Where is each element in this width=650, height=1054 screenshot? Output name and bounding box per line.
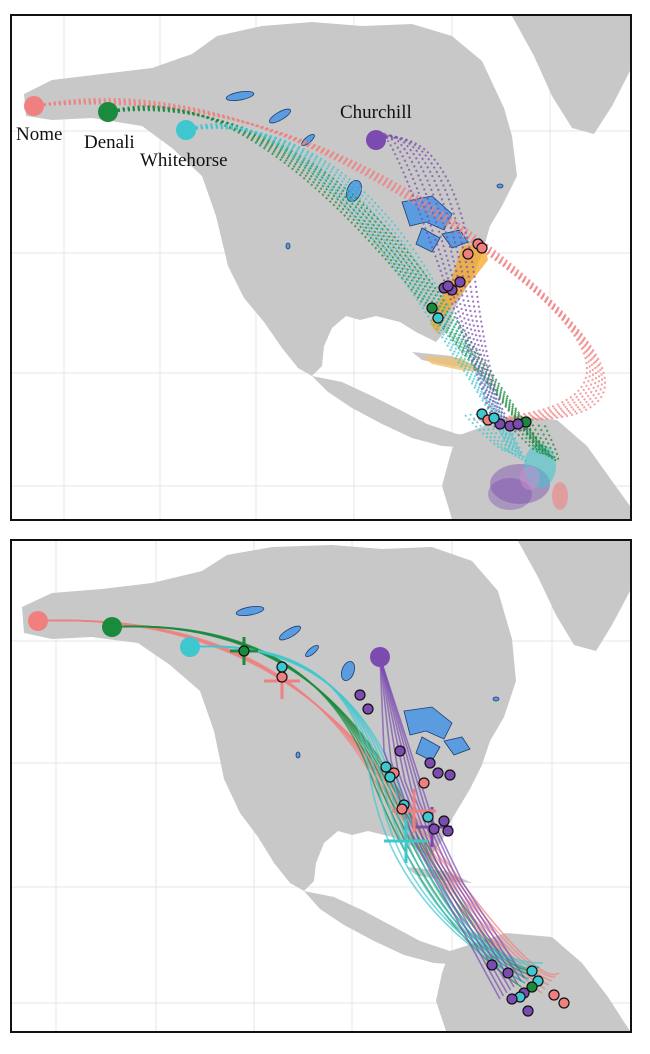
lakes	[235, 605, 500, 762]
label-churchill: Churchill	[340, 102, 412, 123]
site-denali	[98, 102, 118, 122]
track-churchill	[379, 656, 522, 982]
stopover-region	[430, 242, 488, 334]
stopover-churchill	[522, 1005, 534, 1017]
stopover-churchill	[444, 769, 456, 781]
route-nome	[33, 97, 588, 421]
stopover-points-top	[426, 238, 532, 432]
stopover-nome	[418, 777, 430, 789]
breeding-sites-top	[24, 96, 386, 150]
stopover-denali	[426, 302, 438, 314]
stopover-nome	[548, 989, 560, 1001]
label-whitehorse: Whitehorse	[140, 150, 228, 171]
stopover-churchill	[424, 757, 436, 769]
site-nome	[24, 96, 44, 116]
stopover-churchill	[362, 703, 374, 715]
arctic-islands-land	[342, 38, 432, 86]
stopover-churchill	[432, 767, 444, 779]
stopover-churchill	[354, 689, 366, 701]
caribbean-islands	[422, 356, 482, 372]
map-canvas-top: Nome Denali Whitehorse Churchill	[12, 16, 630, 519]
greenland-land	[512, 16, 630, 134]
stopover-nome	[396, 803, 408, 815]
site-whitehorse	[180, 637, 200, 657]
stopover-churchill	[428, 823, 440, 835]
stopover-churchill	[442, 825, 454, 837]
stopover-churchill	[512, 418, 524, 430]
stopover-whitehorse	[488, 412, 500, 424]
stopover-denali	[238, 645, 250, 657]
route-nome	[33, 99, 594, 421]
stopover-nome	[558, 997, 570, 1009]
site-whitehorse	[176, 120, 196, 140]
stopover-points-bottom	[230, 637, 570, 1017]
central-america-land	[304, 891, 474, 965]
stopover-denali	[526, 981, 538, 993]
arctic-islands-land	[342, 555, 436, 603]
migration-routes-bottom	[37, 619, 560, 1000]
stopover-whitehorse	[432, 312, 444, 324]
stopover-churchill	[506, 993, 518, 1005]
site-nome	[28, 611, 48, 631]
route-denali	[107, 105, 539, 453]
route-nome	[33, 98, 591, 421]
map-panel-top: Nome Denali Whitehorse Churchill	[10, 14, 632, 521]
track-churchill	[379, 656, 526, 979]
stopover-churchill	[454, 276, 466, 288]
route-nome	[33, 102, 603, 422]
stopover-churchill	[442, 280, 454, 292]
stopover-churchill	[502, 967, 514, 979]
stopover-whitehorse	[276, 661, 288, 673]
route-whitehorse	[185, 126, 524, 461]
site-denali	[102, 617, 122, 637]
greenland-land	[518, 541, 630, 651]
track-churchill	[379, 656, 512, 991]
route-denali	[107, 109, 560, 462]
site-labels: Nome Denali Whitehorse Churchill	[16, 102, 412, 171]
route-churchill	[375, 136, 531, 432]
track-churchill	[379, 656, 519, 985]
stopover-churchill	[486, 959, 498, 971]
site-churchill	[370, 647, 390, 667]
stopover-churchill	[438, 815, 450, 827]
land-masses	[24, 16, 630, 519]
stopover-whitehorse	[384, 771, 396, 783]
stopover-whitehorse	[526, 965, 538, 977]
land-masses	[22, 541, 630, 1031]
stopover-nome	[276, 671, 288, 683]
breeding-sites-bottom	[28, 611, 390, 667]
stopover-nome	[476, 242, 488, 254]
route-whitehorse	[185, 126, 521, 459]
label-denali: Denali	[84, 132, 135, 153]
north-america-land	[24, 22, 517, 376]
stopover-whitehorse	[380, 761, 392, 773]
map-canvas-bottom	[12, 541, 630, 1031]
stopover-churchill	[394, 745, 406, 757]
track-churchill	[379, 656, 501, 1000]
stopover-nome	[462, 248, 474, 260]
stopover-whitehorse	[422, 811, 434, 823]
central-america-land	[312, 376, 482, 448]
site-churchill	[366, 130, 386, 150]
label-nome: Nome	[16, 124, 62, 145]
map-panel-bottom	[10, 539, 632, 1033]
